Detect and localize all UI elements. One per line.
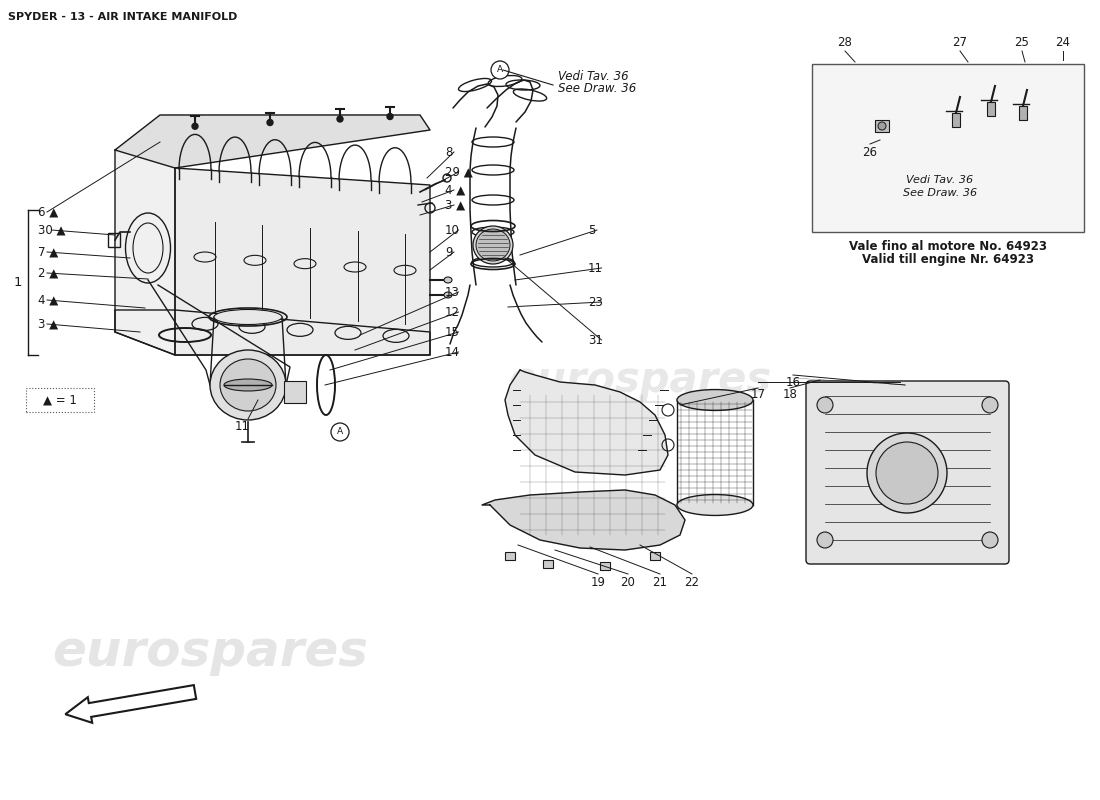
Text: 19: 19	[591, 575, 605, 589]
Text: 25: 25	[1014, 37, 1030, 50]
Ellipse shape	[444, 277, 452, 283]
Bar	[650, 552, 660, 560]
Ellipse shape	[214, 310, 282, 325]
Text: 11: 11	[234, 421, 250, 434]
Circle shape	[267, 119, 273, 126]
Text: 17: 17	[750, 389, 766, 402]
Text: 29 ▲: 29 ▲	[446, 166, 473, 178]
Circle shape	[387, 114, 393, 119]
Ellipse shape	[473, 226, 513, 264]
Text: 21: 21	[652, 575, 668, 589]
Text: See Draw. 36: See Draw. 36	[903, 188, 977, 198]
Bar	[952, 113, 960, 127]
Text: 16: 16	[785, 375, 801, 389]
Bar	[284, 381, 306, 403]
Text: 7 ▲: 7 ▲	[39, 246, 58, 258]
Bar	[108, 233, 120, 247]
Circle shape	[817, 532, 833, 548]
Text: See Draw. 36: See Draw. 36	[558, 82, 636, 95]
Ellipse shape	[224, 379, 272, 391]
Text: 6 ▲: 6 ▲	[39, 206, 58, 218]
Text: 3 ▲: 3 ▲	[446, 198, 465, 211]
Polygon shape	[482, 490, 685, 550]
Text: ▲ = 1: ▲ = 1	[43, 394, 77, 406]
Circle shape	[878, 122, 886, 130]
Ellipse shape	[444, 292, 452, 298]
Text: Vedi Tav. 36: Vedi Tav. 36	[558, 70, 628, 82]
Text: Valid till engine Nr. 64923: Valid till engine Nr. 64923	[862, 253, 1034, 266]
Text: 27: 27	[953, 37, 968, 50]
Text: A: A	[337, 427, 343, 437]
Text: 11: 11	[588, 262, 603, 274]
Text: 18: 18	[782, 389, 797, 402]
Text: 8: 8	[446, 146, 452, 158]
Bar	[600, 562, 610, 570]
Text: 5: 5	[588, 223, 595, 237]
Text: A: A	[497, 66, 503, 74]
Text: 26: 26	[862, 146, 878, 158]
Circle shape	[982, 397, 998, 413]
Text: 2 ▲: 2 ▲	[39, 266, 58, 279]
Polygon shape	[116, 150, 175, 355]
Text: 28: 28	[837, 37, 852, 50]
Text: 22: 22	[684, 575, 700, 589]
Circle shape	[331, 423, 349, 441]
Text: eurospares: eurospares	[52, 628, 368, 676]
Text: Vale fino al motore No. 64923: Vale fino al motore No. 64923	[849, 239, 1047, 253]
FancyBboxPatch shape	[806, 381, 1009, 564]
Ellipse shape	[676, 390, 754, 410]
Bar	[987, 102, 996, 116]
Ellipse shape	[220, 359, 276, 411]
Text: 20: 20	[620, 575, 636, 589]
Bar	[543, 560, 553, 568]
Ellipse shape	[210, 350, 286, 420]
Polygon shape	[116, 115, 430, 168]
Bar	[26, 388, 94, 412]
Text: 4 ▲: 4 ▲	[446, 183, 465, 197]
Bar	[505, 552, 515, 560]
Text: 24: 24	[1056, 37, 1070, 50]
Bar	[1019, 106, 1027, 120]
Text: 12: 12	[446, 306, 460, 318]
Ellipse shape	[867, 433, 947, 513]
Ellipse shape	[476, 229, 510, 261]
Text: 1: 1	[13, 277, 22, 290]
Text: eurospares: eurospares	[508, 359, 771, 401]
Bar	[874, 120, 889, 132]
Circle shape	[337, 116, 343, 122]
Circle shape	[817, 397, 833, 413]
Text: 4 ▲: 4 ▲	[39, 294, 58, 306]
Text: 13: 13	[446, 286, 460, 298]
Text: Vedi Tav. 36: Vedi Tav. 36	[906, 175, 974, 185]
Text: 15: 15	[446, 326, 460, 338]
Text: 31: 31	[588, 334, 603, 346]
Text: 14: 14	[446, 346, 460, 358]
Bar	[812, 64, 1084, 232]
Text: 30 ▲: 30 ▲	[39, 223, 66, 237]
Ellipse shape	[676, 494, 754, 515]
Ellipse shape	[876, 442, 938, 504]
Text: 3 ▲: 3 ▲	[39, 318, 58, 330]
Circle shape	[491, 61, 509, 79]
Text: 23: 23	[588, 295, 603, 309]
Polygon shape	[505, 370, 668, 475]
Polygon shape	[175, 168, 430, 355]
Circle shape	[192, 123, 198, 130]
Text: 10: 10	[446, 223, 460, 237]
Text: 9: 9	[446, 246, 452, 258]
Text: SPYDER - 13 - AIR INTAKE MANIFOLD: SPYDER - 13 - AIR INTAKE MANIFOLD	[8, 12, 238, 22]
Circle shape	[982, 532, 998, 548]
